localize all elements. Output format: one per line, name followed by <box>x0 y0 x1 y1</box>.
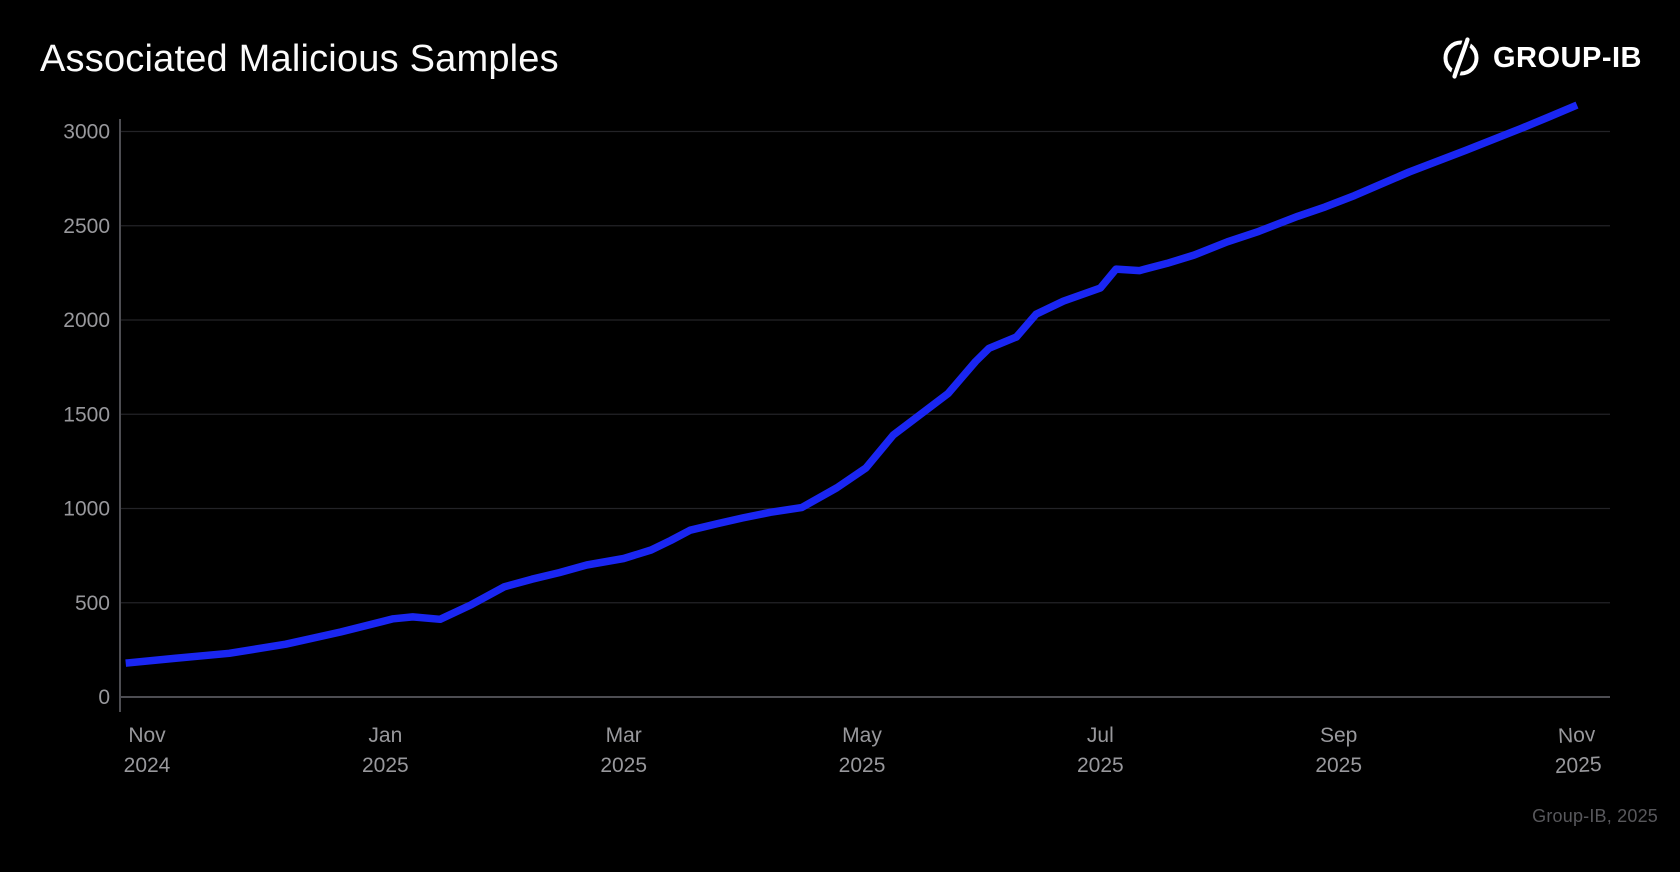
data-line-samples <box>125 101 1579 667</box>
attribution-text: Group-IB, 2025 <box>1532 806 1658 826</box>
x-tick-label: Nov 2024 <box>124 724 171 777</box>
x-tick-label: May 2025 <box>839 724 886 777</box>
y-tick-label: 500 <box>75 592 110 615</box>
x-tick-label: Sep 2025 <box>1315 724 1362 777</box>
x-tick-label: Jul 2025 <box>1077 724 1124 777</box>
groupib-logo-icon <box>1443 37 1479 79</box>
y-tick-label: 1000 <box>63 498 110 521</box>
groupib-logo-text: GROUP-IB <box>1493 41 1642 74</box>
groupib-logo: GROUP-IB <box>1441 36 1642 80</box>
chart-title: Associated Malicious Samples <box>40 38 559 80</box>
x-tick-label: Nov2025 <box>1553 723 1602 778</box>
y-tick-label: 2000 <box>63 309 110 332</box>
x-tick-label: Jan 2025 <box>362 724 409 777</box>
y-tick-label: 3000 <box>63 121 110 144</box>
y-tick-label: 0 <box>98 686 110 709</box>
y-tick-label: 1500 <box>63 403 110 426</box>
y-tick-label: 2500 <box>63 215 110 238</box>
x-tick-label: Mar 2025 <box>600 724 647 777</box>
